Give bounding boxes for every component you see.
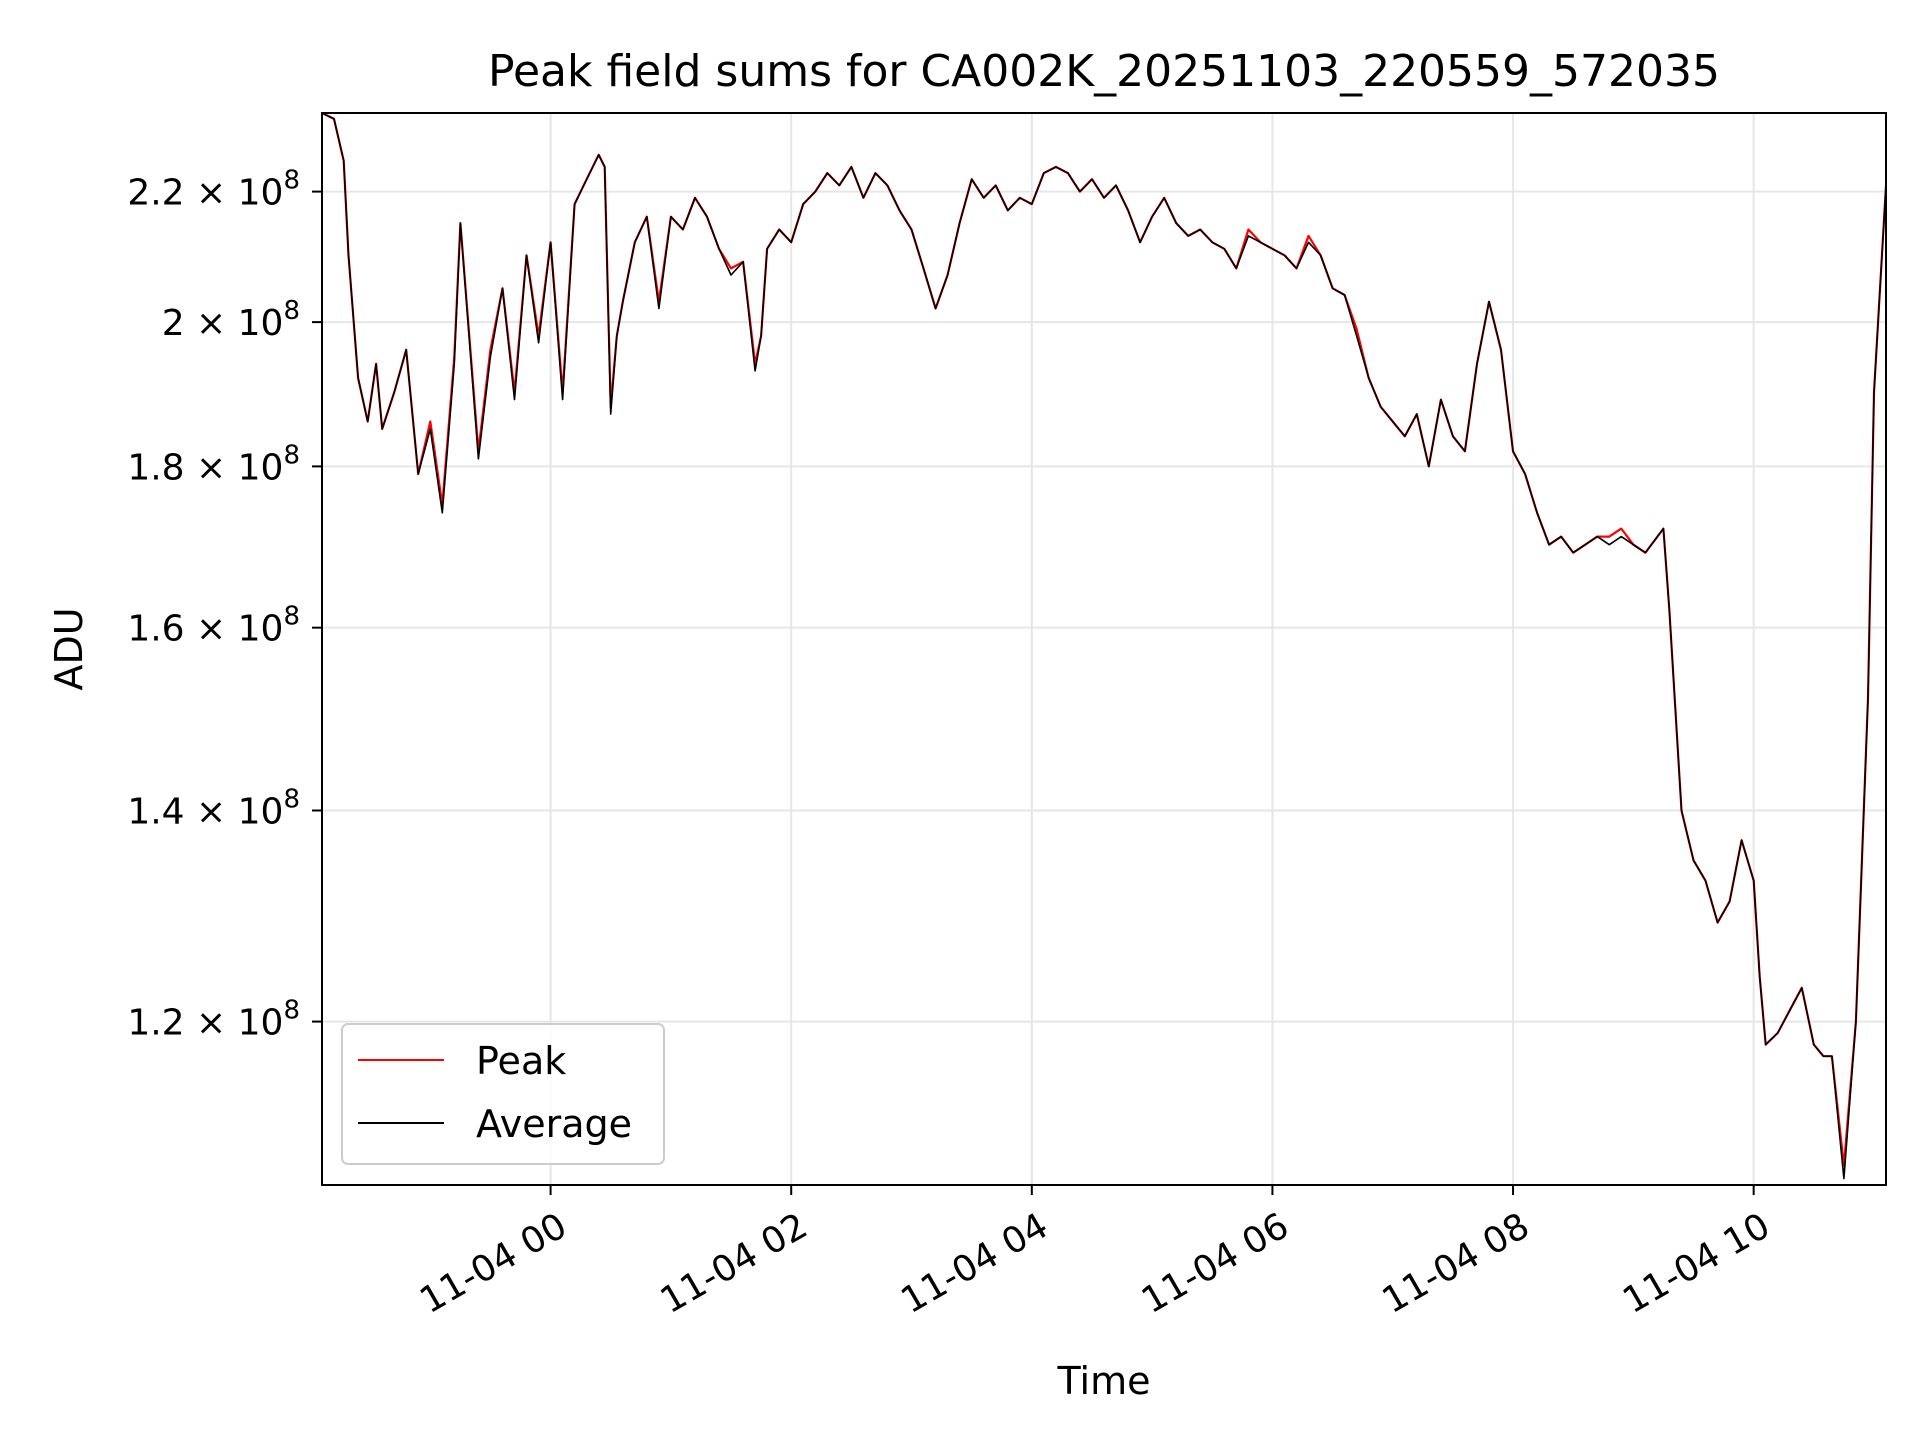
y-tick-label: 1.2 × 108 — [127, 996, 300, 1044]
y-tick-base: 2 × 10 — [162, 303, 284, 344]
y-tick-exponent: 8 — [283, 440, 300, 470]
y-tick-exponent: 8 — [283, 166, 300, 196]
y-tick-label: 1.6 × 108 — [127, 602, 300, 650]
y-tick-exponent: 8 — [283, 785, 300, 815]
y-tick-text: 1.8 × 108 — [127, 440, 300, 488]
y-tick-text: 1.4 × 108 — [127, 785, 300, 833]
series-group — [322, 113, 1886, 1180]
y-tick-base: 1.4 × 10 — [127, 792, 283, 833]
y-tick-base: 2.2 × 10 — [127, 173, 283, 214]
y-tick-text: 2.2 × 108 — [127, 166, 300, 214]
y-tick-label: 1.4 × 108 — [127, 785, 300, 833]
y-tick-base: 1.6 × 10 — [127, 609, 283, 650]
plot-frame — [321, 112, 1887, 1186]
y-tick-base: 1.8 × 10 — [127, 447, 283, 488]
y-tick-exponent: 8 — [283, 602, 300, 632]
y-tick-label: 1.8 × 108 — [127, 440, 300, 488]
x-axis-label: Time — [1057, 1359, 1151, 1403]
legend-label-average: Average — [476, 1102, 632, 1146]
y-tick-label: 2.2 × 108 — [127, 166, 300, 214]
legend: Peak Average — [341, 1023, 665, 1165]
y-tick-label: 2 × 108 — [162, 296, 300, 344]
y-tick-exponent: 8 — [283, 296, 300, 326]
y-tick-exponent: 8 — [283, 996, 300, 1026]
y-tick-text: 1.6 × 108 — [127, 602, 300, 650]
y-tick-text: 1.2 × 108 — [127, 996, 300, 1044]
legend-label-peak: Peak — [476, 1039, 566, 1083]
y-tick-text: 2 × 108 — [162, 296, 300, 344]
chart-title: Peak field sums for CA002K_20251103_2205… — [488, 46, 1720, 97]
series-line-average — [322, 113, 1886, 1180]
grid — [322, 113, 1886, 1185]
y-axis-label: ADU — [47, 607, 91, 690]
y-tick-base: 1.2 × 10 — [127, 1003, 283, 1044]
